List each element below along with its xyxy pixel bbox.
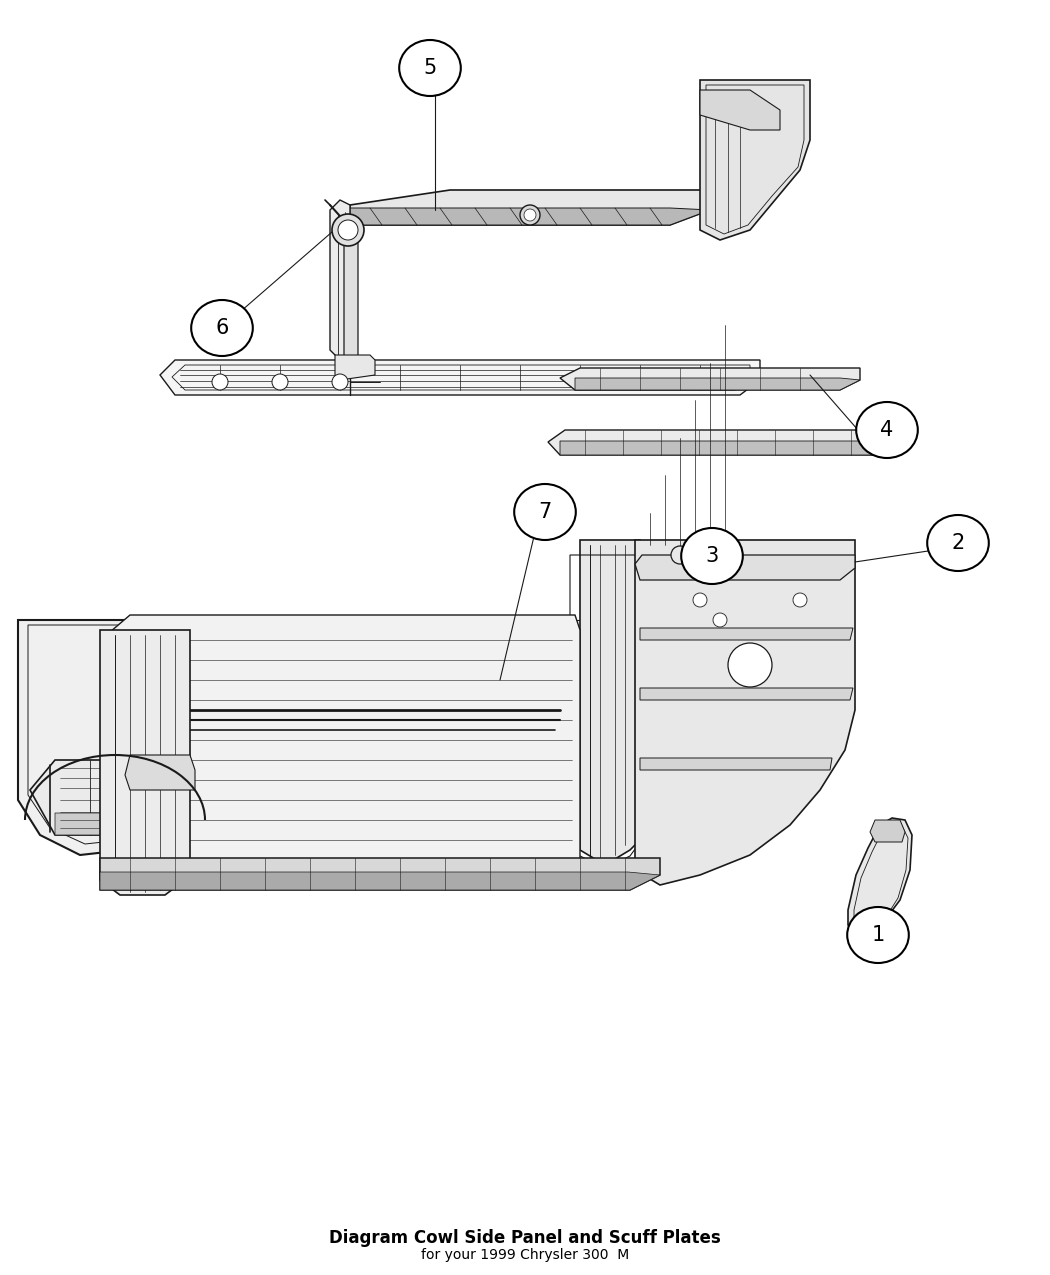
- Text: for your 1999 Chrysler 300  M: for your 1999 Chrysler 300 M: [421, 1248, 629, 1262]
- Polygon shape: [848, 819, 912, 929]
- Circle shape: [520, 205, 540, 224]
- Polygon shape: [100, 858, 660, 890]
- Text: 1: 1: [872, 924, 884, 945]
- Polygon shape: [560, 368, 860, 390]
- Polygon shape: [350, 190, 710, 224]
- Ellipse shape: [681, 528, 742, 584]
- Polygon shape: [200, 668, 630, 695]
- Circle shape: [332, 214, 364, 246]
- Circle shape: [332, 374, 348, 390]
- Ellipse shape: [927, 515, 989, 571]
- Text: 7: 7: [539, 502, 551, 521]
- Polygon shape: [640, 759, 832, 770]
- Polygon shape: [100, 872, 660, 890]
- Ellipse shape: [856, 402, 918, 458]
- Polygon shape: [575, 377, 860, 390]
- Polygon shape: [870, 820, 905, 842]
- Ellipse shape: [191, 300, 253, 356]
- Polygon shape: [640, 629, 853, 640]
- Circle shape: [713, 613, 727, 627]
- Circle shape: [212, 374, 228, 390]
- Polygon shape: [700, 80, 810, 240]
- Text: Diagram Cowl Side Panel and Scuff Plates: Diagram Cowl Side Panel and Scuff Plates: [329, 1229, 721, 1247]
- Polygon shape: [330, 200, 350, 360]
- Text: 2: 2: [951, 533, 965, 553]
- Polygon shape: [55, 813, 680, 835]
- Circle shape: [793, 593, 807, 607]
- Polygon shape: [700, 91, 780, 130]
- Polygon shape: [160, 360, 760, 395]
- Polygon shape: [560, 441, 900, 455]
- Polygon shape: [640, 688, 853, 700]
- Polygon shape: [125, 755, 195, 790]
- Polygon shape: [344, 224, 358, 370]
- Text: 5: 5: [423, 57, 437, 78]
- Circle shape: [338, 221, 358, 240]
- Polygon shape: [110, 615, 580, 875]
- Text: 4: 4: [880, 419, 894, 440]
- Polygon shape: [100, 630, 190, 895]
- Ellipse shape: [847, 907, 909, 963]
- Circle shape: [524, 209, 536, 221]
- Ellipse shape: [399, 40, 461, 96]
- Circle shape: [671, 546, 689, 564]
- Polygon shape: [635, 555, 855, 580]
- Text: 3: 3: [706, 546, 718, 566]
- Polygon shape: [195, 620, 640, 760]
- Polygon shape: [580, 541, 640, 864]
- Polygon shape: [335, 354, 375, 380]
- Polygon shape: [350, 208, 710, 224]
- Text: 6: 6: [215, 317, 229, 338]
- Circle shape: [728, 643, 772, 687]
- Polygon shape: [18, 620, 205, 856]
- Polygon shape: [635, 541, 855, 885]
- Circle shape: [711, 546, 729, 564]
- Polygon shape: [548, 430, 900, 455]
- Circle shape: [693, 593, 707, 607]
- Ellipse shape: [514, 484, 575, 541]
- Circle shape: [272, 374, 288, 390]
- Polygon shape: [30, 760, 690, 835]
